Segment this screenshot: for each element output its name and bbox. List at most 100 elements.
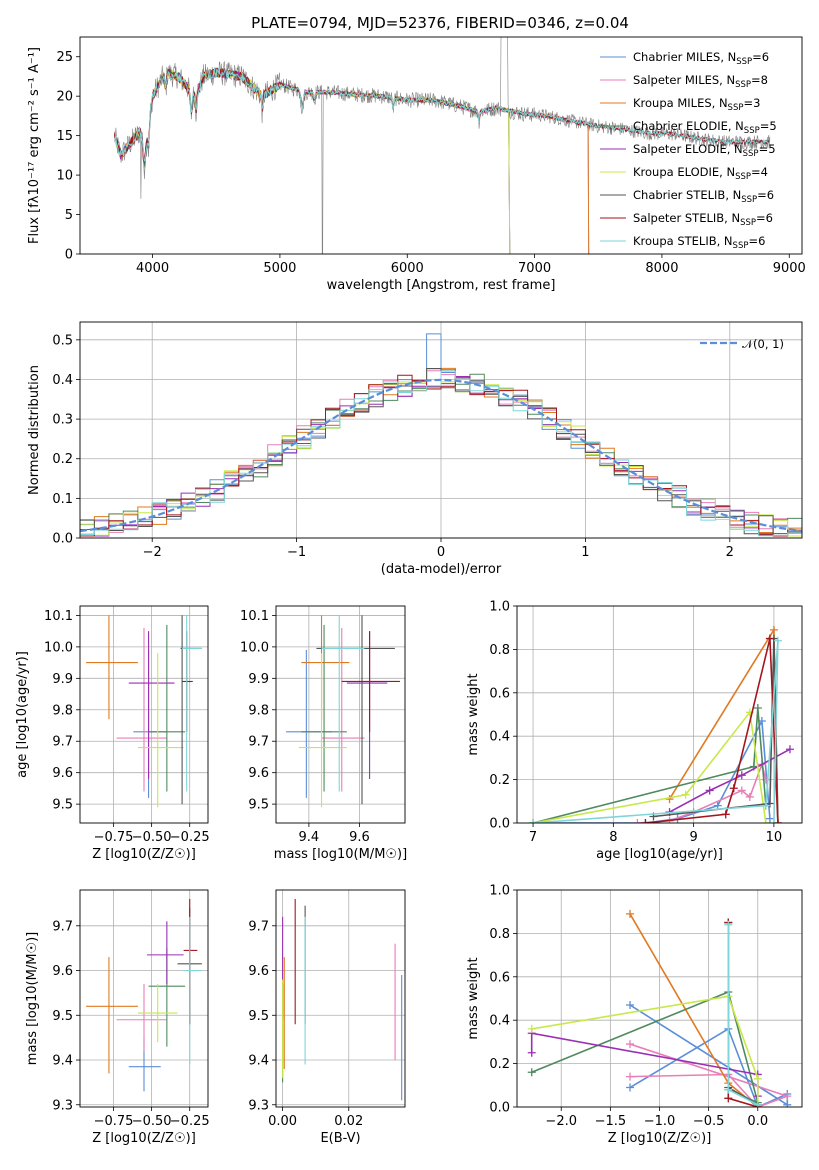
y-tick-label: 10.1 xyxy=(240,609,269,624)
x-tick-label: −0.50 xyxy=(132,1114,172,1129)
legend-label-chabrier_elodie: Chabrier ELODIE, NSSP=5 xyxy=(633,119,777,136)
data-point-marker xyxy=(626,1001,635,1010)
data-point-marker xyxy=(769,625,778,634)
point-salpeter_miles xyxy=(321,628,365,792)
point-kroupa_elodie xyxy=(137,983,178,1043)
data-point-marker xyxy=(527,1068,536,1077)
point-kroupa_stelib xyxy=(183,916,202,1065)
y-tick-label: 9.5 xyxy=(52,1009,73,1024)
x-tick-label: 1 xyxy=(581,545,589,560)
legend-label-chabrier_miles: Chabrier MILES, NSSP=6 xyxy=(633,50,769,67)
y-tick-label: 0.2 xyxy=(489,1057,510,1072)
y-tick-label: 0.5 xyxy=(52,333,73,348)
plot-area xyxy=(86,615,202,808)
y-axis-label: Flux [fλ10⁻¹⁷ erg cm⁻² s⁻¹ A⁻¹] xyxy=(27,47,42,244)
plot-area xyxy=(527,909,792,1107)
point-salpeter_elodie xyxy=(147,921,184,984)
data-point-marker xyxy=(705,786,714,795)
y-tick-label: 0.0 xyxy=(52,532,73,547)
y-tick-label: 15 xyxy=(56,129,73,144)
series-kroupa_stelib xyxy=(724,920,762,1107)
series-kroupa_elodie xyxy=(527,992,762,1107)
axes-frame xyxy=(79,36,803,255)
y-tick-label: 0.0 xyxy=(489,1101,510,1116)
y-tick-label: 0.1 xyxy=(52,492,73,507)
x-axis-label: E(B-V) xyxy=(320,1131,360,1146)
axes-frame xyxy=(516,889,803,1108)
axes-frame xyxy=(275,889,406,1108)
data-point-marker xyxy=(665,795,674,804)
series-line xyxy=(532,707,767,823)
y-tick-label: 9.8 xyxy=(248,703,269,718)
data-point-marker xyxy=(626,1040,635,1049)
y-tick-label: 9.3 xyxy=(248,1098,269,1113)
data-point-marker xyxy=(724,1085,733,1094)
axes-frame xyxy=(516,605,803,824)
histogram-kroupa_stelib xyxy=(80,370,802,537)
y-tick-label: 9.9 xyxy=(52,672,73,687)
data-point-marker xyxy=(724,920,733,929)
y-tick-label: 10.0 xyxy=(240,640,269,655)
y-axis-label: age [log10(age/yr)] xyxy=(15,651,30,778)
y-tick-label: 0.6 xyxy=(489,686,510,701)
data-point-marker xyxy=(713,801,722,810)
point-salpeter_elodie xyxy=(128,631,175,779)
data-point-marker xyxy=(761,801,770,810)
data-point-marker xyxy=(753,1074,762,1083)
point-chabrier_miles xyxy=(128,1037,161,1092)
legend: Chabrier MILES, NSSP=6 Salpeter MILES, NS… xyxy=(600,50,777,251)
data-point-marker xyxy=(783,1092,792,1101)
data-point-marker xyxy=(737,771,746,780)
plot-area xyxy=(80,333,802,537)
point-kroupa_miles xyxy=(86,615,138,720)
y-tick-label: 9.6 xyxy=(52,964,73,979)
y-tick-label: 9.4 xyxy=(248,1054,269,1069)
series-line xyxy=(669,748,791,813)
y-tick-label: 0.8 xyxy=(489,643,510,658)
plot-area xyxy=(113,37,771,254)
y-tick-label: 10.1 xyxy=(44,609,73,624)
data-point-marker xyxy=(761,819,770,823)
point-salpeter_stelib xyxy=(182,631,193,732)
panel-age_vs_Z: −0.75−0.50−0.25 9.5 9.6 9.7 9.8 9.9 10.0 10.1 Z … xyxy=(15,605,210,862)
y-tick-label: 5 xyxy=(65,208,73,223)
panel-weight_vs_Z: −2.0 −1.5 −1.0 −0.5 0.0 0.0 0.2 0.4 0.6 0.8 1.0 Z [… xyxy=(466,884,803,1146)
y-axis-label: mass weight xyxy=(466,673,481,755)
x-axis-label: age [log10(age/yr)] xyxy=(596,847,723,862)
model-spectrum-salpeter_miles xyxy=(113,67,590,254)
point-salpeter_stelib xyxy=(183,898,198,1025)
y-tick-label: 0.3 xyxy=(52,413,73,428)
series-line xyxy=(531,990,760,1105)
data-point-marker xyxy=(769,819,778,823)
series-line xyxy=(532,710,767,823)
x-tick-label: 6000 xyxy=(391,261,424,276)
series-kroupa_elodie xyxy=(529,708,770,823)
data-point-marker xyxy=(681,790,690,799)
model-spectrum-chabrier_miles xyxy=(114,67,590,254)
y-tick-label: 10 xyxy=(56,169,73,184)
data-point-marker xyxy=(773,636,782,645)
point-salpeter_miles xyxy=(116,983,167,1052)
point-chabrier_elodie xyxy=(301,624,347,792)
series-chabrier_stelib xyxy=(724,918,762,1107)
x-tick-label: −2.0 xyxy=(545,1114,577,1129)
point-kroupa_miles xyxy=(86,957,138,1074)
x-tick-label: −0.75 xyxy=(94,1114,134,1129)
series-chabrier_elodie xyxy=(527,987,762,1107)
data-point-marker xyxy=(633,819,642,823)
y-axis-label: mass [log10(M/M☉)] xyxy=(25,932,40,1065)
x-tick-label: −1.5 xyxy=(595,1114,627,1129)
x-axis-label: Z [log10(Z/Z☉)] xyxy=(92,1131,196,1146)
panel-age_vs_mass: 9.4 9.6 9.5 9.6 9.7 9.8 9.9 10.0 10.1 mass [log10… xyxy=(240,605,407,862)
y-tick-label: 0.8 xyxy=(489,927,510,942)
x-tick-label: 9.4 xyxy=(299,830,320,845)
legend-label-chabrier_stelib: Chabrier STELIB, NSSP=6 xyxy=(633,188,774,205)
point-salpeter_stelib xyxy=(341,631,400,732)
x-tick-label: −0.75 xyxy=(94,830,134,845)
x-tick-label: 7000 xyxy=(518,261,551,276)
y-tick-label: 9.4 xyxy=(52,1054,73,1069)
data-point-marker xyxy=(765,814,774,823)
plot-area xyxy=(86,898,202,1092)
x-tick-label: 9000 xyxy=(773,261,806,276)
